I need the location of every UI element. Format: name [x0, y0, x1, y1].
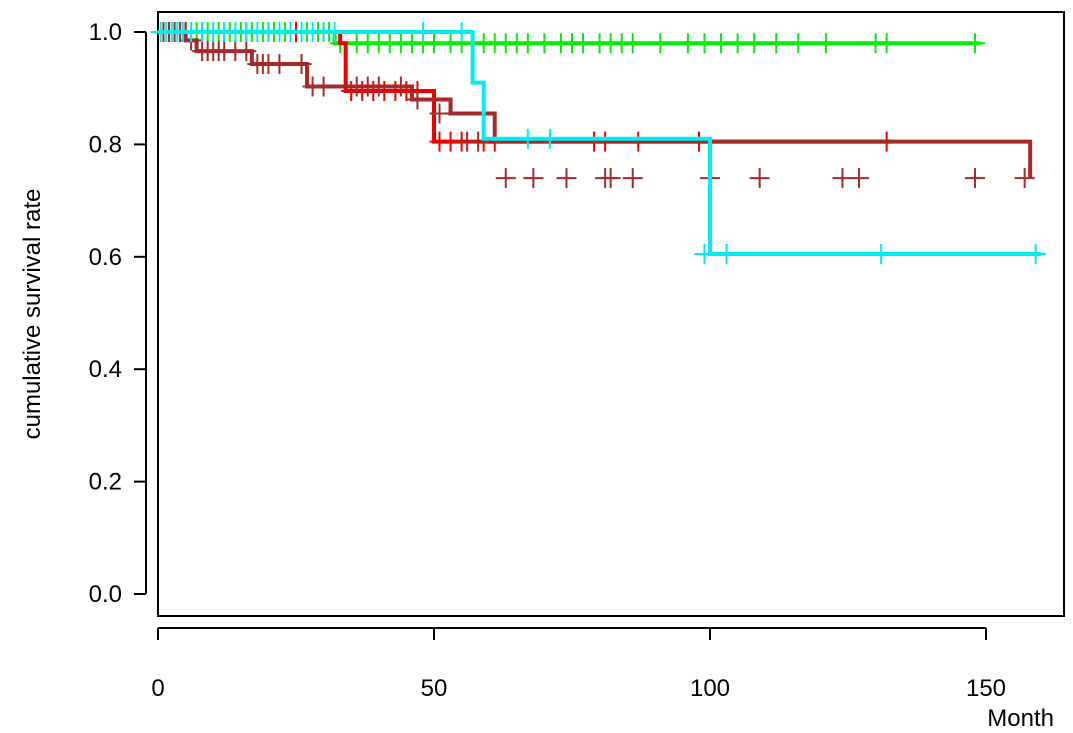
y-axis-label: cumulative survival rate	[19, 189, 46, 440]
plot-frame	[157, 11, 1065, 617]
y-tick-label: 0.4	[89, 356, 122, 383]
series-layer	[150, 22, 1046, 264]
series-3	[150, 22, 1046, 264]
y-tick-label: 1.0	[89, 19, 122, 46]
series-2	[153, 22, 1035, 189]
x-tick-label: 150	[966, 675, 1006, 702]
series-0	[153, 22, 985, 54]
y-tick-label: 0.0	[89, 581, 122, 608]
x-axis-label: Month	[987, 705, 1054, 732]
x-tick-label: 100	[690, 675, 730, 702]
y-tick-label: 0.6	[89, 244, 122, 271]
x-tick-label: 0	[151, 675, 164, 702]
y-tick-label: 0.8	[89, 131, 122, 158]
y-axis: 0.0 0.2 0.4 0.6 0.8 1.0	[89, 19, 147, 608]
survival-curve	[158, 30, 1033, 179]
survival-curve	[158, 30, 1042, 256]
y-tick-label: 0.2	[89, 469, 122, 496]
survival-curve	[158, 30, 893, 144]
x-axis: 0 50 100 150	[151, 627, 1006, 702]
x-tick-label: 50	[421, 675, 448, 702]
